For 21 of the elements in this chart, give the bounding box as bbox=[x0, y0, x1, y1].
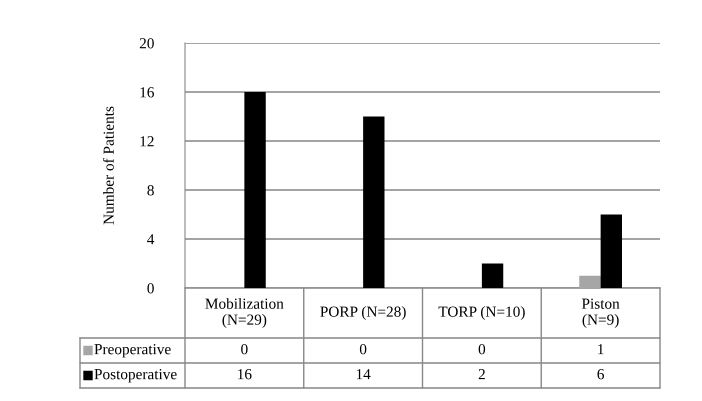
y-tick-label: 0 bbox=[147, 283, 154, 294]
data-label: 14 bbox=[356, 369, 371, 380]
data-label: 16 bbox=[238, 369, 252, 380]
x-tick-label: Mobilization (N=29) bbox=[205, 298, 284, 328]
y-tick-label: 8 bbox=[147, 185, 154, 196]
y-tick-label: 4 bbox=[147, 234, 154, 244]
y-tick-label: 12 bbox=[140, 136, 154, 146]
y-tick-label: 16 bbox=[140, 87, 154, 98]
data-label: 1 bbox=[598, 344, 604, 354]
data-label: 2 bbox=[478, 369, 485, 380]
data-label: 0 bbox=[241, 344, 248, 354]
data-label: 6 bbox=[597, 369, 604, 380]
data-label: 0 bbox=[478, 344, 486, 354]
legend-label: Preoperative bbox=[94, 344, 171, 358]
y-axis-title: Number of Patients bbox=[102, 106, 114, 224]
legend-label: Postoperative bbox=[94, 369, 177, 382]
x-tick-label: Piston (N=9) bbox=[582, 298, 620, 328]
data-label: 0 bbox=[360, 344, 366, 354]
y-tick-label: 20 bbox=[140, 38, 154, 48]
x-tick-label: TORP (N=10) bbox=[438, 306, 525, 320]
x-tick-label: PORP (N=28) bbox=[320, 306, 406, 320]
